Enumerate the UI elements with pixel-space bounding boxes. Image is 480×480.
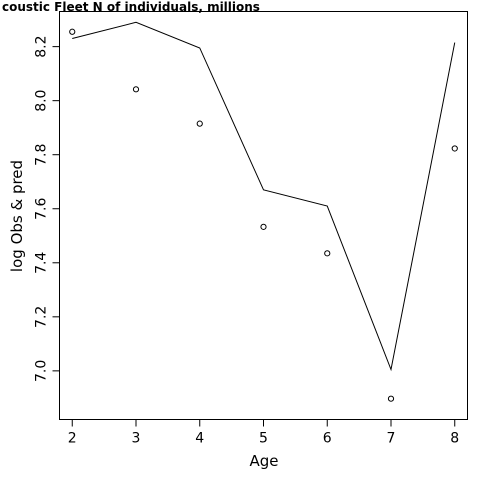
y-tick-label: 7.6 (34, 198, 50, 220)
observed-point (69, 28, 76, 35)
y-axis: 7.0 7.2 7.4 7.6 7.8 8.0 8.2 (34, 35, 60, 382)
observed-point (132, 86, 140, 93)
observed-point (324, 250, 331, 257)
x-tick-label: 7 (387, 431, 396, 447)
plot-area-frame (59, 11, 468, 420)
x-tick-label: 5 (259, 431, 268, 447)
x-axis-title: Age (249, 452, 278, 470)
observed-point (387, 395, 395, 402)
y-tick-label: 7.8 (34, 144, 50, 166)
predicted-line (72, 21, 456, 372)
observed-point (196, 120, 203, 127)
y-tick-label: 7.0 (34, 360, 50, 382)
x-tick-label: 8 (450, 431, 459, 447)
series-layer (69, 21, 458, 402)
y-tick-label: 7.2 (34, 306, 50, 328)
x-axis: 2 3 4 5 6 7 8 (68, 419, 459, 447)
x-tick-label: 2 (68, 431, 77, 447)
y-tick-label: 8.0 (34, 90, 50, 112)
observed-point (260, 223, 267, 230)
y-axis-title: log Obs & pred (8, 160, 26, 272)
observed-point (451, 145, 458, 152)
y-tick-label: 8.2 (34, 35, 50, 57)
chart-title: coustic Fleet N of individuals, millions (2, 0, 260, 14)
y-tick-label: 7.4 (34, 252, 50, 274)
x-tick-label: 4 (195, 431, 204, 447)
x-tick-label: 6 (323, 431, 332, 447)
x-tick-label: 3 (132, 431, 141, 447)
